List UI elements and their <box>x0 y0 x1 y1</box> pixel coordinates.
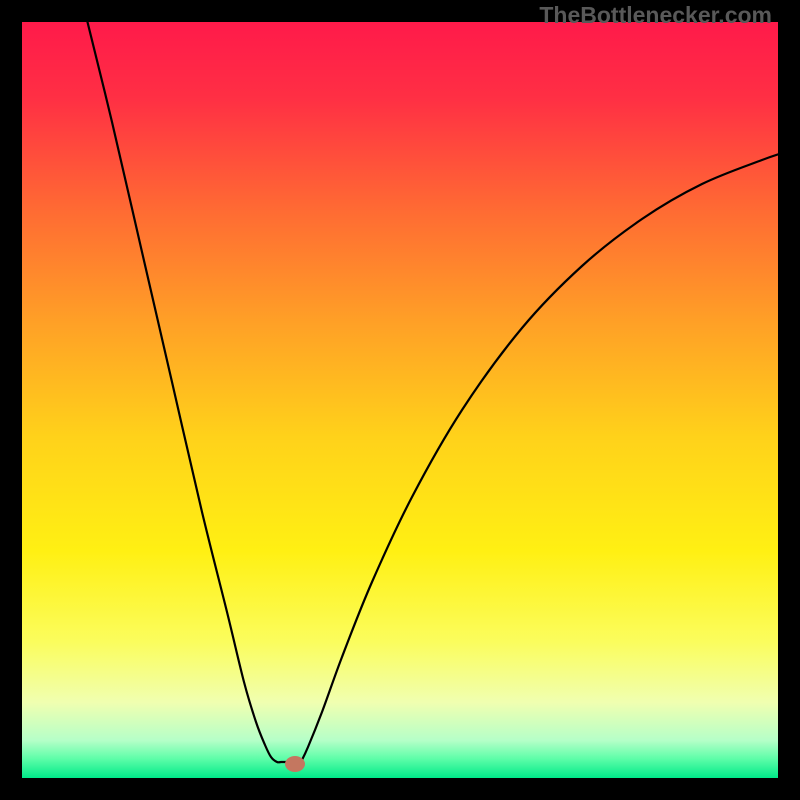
chart-frame: TheBottlenecker.com <box>0 0 800 800</box>
border-left <box>0 0 22 800</box>
border-bottom <box>0 778 800 800</box>
border-right <box>778 0 800 800</box>
optimal-marker <box>285 756 305 772</box>
bottleneck-curve <box>22 22 778 778</box>
watermark-text: TheBottlenecker.com <box>539 2 772 29</box>
plot-area <box>22 22 778 778</box>
curve-path <box>86 22 778 762</box>
